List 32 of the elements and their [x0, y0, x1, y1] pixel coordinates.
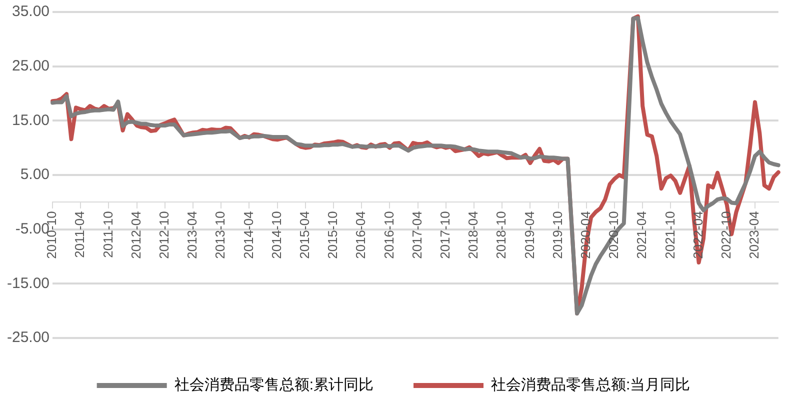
- y-tick-label: -25.00: [6, 329, 50, 346]
- x-tick-label: 2012-10: [156, 211, 172, 259]
- x-tick-label: 2018-04: [466, 211, 481, 259]
- legend-label: 社会消费品零售总额:累计同比: [174, 376, 374, 394]
- y-tick-label: 35.00: [12, 3, 50, 20]
- x-tick-label: 2014-04: [240, 211, 256, 259]
- x-tick-label: 2015-04: [296, 211, 312, 259]
- x-tick-label: 2017-10: [437, 211, 452, 259]
- x-tick-label: 2017-04: [409, 211, 424, 259]
- x-tick-label: 2022-10: [718, 211, 734, 259]
- y-tick-label: 25.00: [12, 57, 50, 74]
- x-tick-label: 2016-04: [353, 211, 368, 259]
- x-tick-label: 2015-10: [325, 211, 340, 259]
- x-tick-label: 2016-10: [381, 211, 396, 259]
- x-tick-label: 2021-10: [662, 211, 678, 259]
- x-tick-label: 2011-04: [72, 211, 88, 258]
- x-tick-label: 2019-04: [522, 211, 537, 259]
- x-tick-label: 2013-04: [184, 211, 200, 259]
- x-tick-label: 2021-04: [634, 211, 650, 259]
- x-tick-label: 2019-10: [550, 211, 565, 259]
- legend-label: 社会消费品零售总额:当月同比: [491, 376, 690, 394]
- x-tick-label: 2023-04: [746, 211, 762, 259]
- x-tick-label: 2011-10: [100, 211, 116, 258]
- x-tick-label: 2013-10: [212, 211, 228, 259]
- x-tick-label: 2020-04: [578, 211, 593, 259]
- y-tick-label: 15.00: [12, 112, 50, 129]
- y-tick-label: 5.00: [20, 166, 50, 184]
- x-tick-label: 2018-10: [494, 211, 509, 259]
- y-tick-label: -15.00: [6, 274, 50, 292]
- x-tick-label: 2012-04: [128, 211, 144, 259]
- x-tick-label: 2014-10: [268, 211, 284, 259]
- x-tick-label: 2022-04: [690, 211, 706, 259]
